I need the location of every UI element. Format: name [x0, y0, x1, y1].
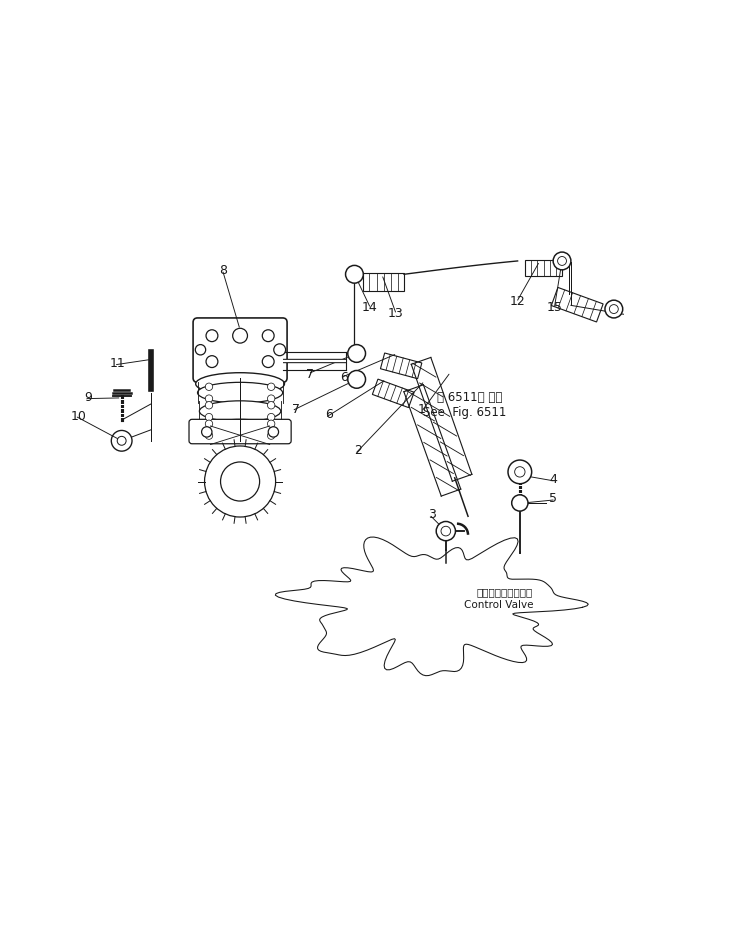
Circle shape: [512, 494, 528, 511]
Circle shape: [441, 526, 451, 536]
Text: 8: 8: [219, 264, 227, 277]
Circle shape: [205, 402, 213, 409]
Ellipse shape: [196, 372, 284, 394]
Circle shape: [508, 460, 532, 483]
Circle shape: [268, 420, 275, 428]
Circle shape: [262, 356, 274, 368]
Polygon shape: [381, 353, 421, 379]
Polygon shape: [275, 537, 588, 676]
Circle shape: [205, 383, 213, 391]
FancyBboxPatch shape: [193, 318, 287, 382]
Ellipse shape: [198, 382, 283, 403]
Circle shape: [268, 402, 275, 409]
Circle shape: [205, 413, 213, 420]
Text: 14: 14: [362, 301, 378, 314]
Polygon shape: [551, 287, 603, 322]
Text: 12: 12: [510, 295, 526, 308]
Text: 第 6511図 参照: 第 6511図 参照: [437, 392, 502, 405]
Circle shape: [268, 394, 275, 402]
Text: See  Fig. 6511: See Fig. 6511: [423, 407, 506, 419]
Circle shape: [220, 462, 259, 501]
Circle shape: [233, 329, 247, 344]
Circle shape: [205, 394, 213, 402]
Circle shape: [204, 446, 276, 517]
Text: 7: 7: [306, 368, 314, 381]
Circle shape: [205, 420, 213, 428]
Polygon shape: [525, 260, 562, 277]
Circle shape: [268, 432, 275, 439]
Circle shape: [205, 432, 213, 439]
Circle shape: [345, 266, 363, 283]
Text: 3: 3: [428, 508, 437, 521]
Circle shape: [605, 300, 623, 318]
Text: 5: 5: [549, 492, 557, 505]
Circle shape: [558, 257, 566, 266]
FancyBboxPatch shape: [189, 419, 291, 444]
Text: Control Valve: Control Valve: [464, 600, 534, 610]
Text: 9: 9: [84, 392, 92, 405]
Circle shape: [112, 431, 132, 451]
Circle shape: [201, 427, 212, 437]
Circle shape: [515, 467, 525, 477]
Circle shape: [262, 330, 274, 342]
Circle shape: [348, 370, 366, 388]
Circle shape: [268, 383, 275, 391]
Circle shape: [553, 252, 571, 269]
Ellipse shape: [199, 401, 280, 421]
Polygon shape: [372, 379, 414, 407]
Circle shape: [117, 436, 126, 445]
Circle shape: [348, 344, 366, 362]
Text: 7: 7: [292, 403, 299, 416]
Circle shape: [437, 521, 455, 541]
Text: 6: 6: [340, 371, 348, 384]
Circle shape: [268, 413, 275, 420]
Text: 13: 13: [388, 307, 403, 320]
Text: 15: 15: [547, 301, 562, 314]
Circle shape: [274, 344, 286, 356]
Circle shape: [206, 356, 218, 368]
Circle shape: [268, 427, 278, 437]
Text: 6: 6: [325, 408, 333, 421]
Text: 4: 4: [549, 473, 557, 486]
Polygon shape: [363, 273, 404, 291]
Circle shape: [609, 305, 618, 314]
Text: 11: 11: [110, 357, 126, 369]
Text: 10: 10: [71, 410, 87, 423]
Text: コントロールバルブ: コントロールバルブ: [477, 587, 532, 596]
Ellipse shape: [201, 419, 279, 440]
Circle shape: [195, 344, 206, 355]
Text: 2: 2: [354, 444, 363, 457]
Text: 1: 1: [418, 403, 425, 416]
Circle shape: [206, 330, 218, 342]
